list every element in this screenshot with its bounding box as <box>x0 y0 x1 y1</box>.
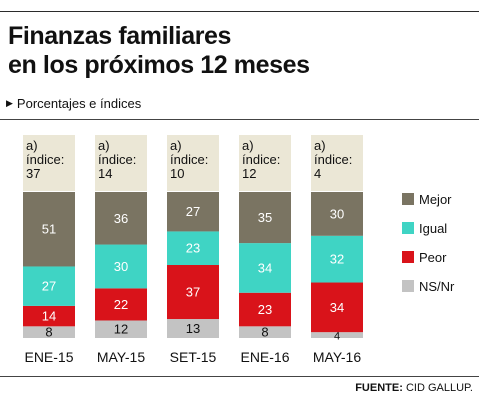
bar-segment-nsnr <box>95 320 147 338</box>
x-tick-label: MAY-16 <box>313 349 361 365</box>
data-label: 27 <box>186 204 200 219</box>
index-label: 10 <box>170 166 184 181</box>
data-label: 23 <box>186 241 200 256</box>
index-label: a) <box>242 138 254 153</box>
index-box <box>95 135 147 191</box>
chart-subtitle: ▶ Porcentajes e índices <box>6 96 141 111</box>
x-tick-label: SET-15 <box>170 349 217 365</box>
index-box <box>311 135 363 191</box>
legend-label-mejor: Mejor <box>419 192 452 207</box>
bar-segment-igual <box>311 235 363 283</box>
legend-swatch-mejor <box>402 193 414 205</box>
x-tick-label: ENE-16 <box>240 349 289 365</box>
data-label: 8 <box>261 325 268 340</box>
source-note: FUENTE: CID GALLUP. <box>355 382 473 394</box>
index-label: índice: <box>98 152 136 167</box>
legend-swatch-nsnr <box>402 280 414 292</box>
legend-label-peor: Peor <box>419 250 447 265</box>
subtitle-text: Porcentajes e índices <box>16 96 142 111</box>
data-label: 34 <box>330 300 344 315</box>
data-label: 30 <box>114 259 128 274</box>
data-label: 4 <box>334 331 340 343</box>
footer-rule <box>0 376 479 377</box>
legend-label-igual: Igual <box>419 221 447 236</box>
title-line-2: en los próximos 12 meses <box>8 51 310 79</box>
index-label: 4 <box>314 166 321 181</box>
index-label: índice: <box>242 152 280 167</box>
x-tick-label: MAY-15 <box>97 349 145 365</box>
index-label: a) <box>170 138 182 153</box>
data-label: 37 <box>186 285 200 300</box>
legend-swatch-peor <box>402 251 414 263</box>
bar-segment-mejor <box>311 192 363 236</box>
index-label: índice: <box>170 152 208 167</box>
index-label: índice: <box>26 152 64 167</box>
index-label: a) <box>314 138 326 153</box>
index-label: índice: <box>314 152 352 167</box>
index-label: a) <box>26 138 38 153</box>
index-label: 12 <box>242 166 256 181</box>
bar-segment-mejor <box>167 192 219 232</box>
data-label: 23 <box>258 302 272 317</box>
index-box <box>239 135 291 191</box>
legend-label-nsnr: NS/Nr <box>419 279 455 294</box>
index-box <box>23 135 75 191</box>
index-label: 14 <box>98 166 112 181</box>
index-label: a) <box>98 138 110 153</box>
data-label: 51 <box>42 222 56 237</box>
source-label: FUENTE: <box>355 382 403 394</box>
index-label: 37 <box>26 166 40 181</box>
chart-area: a) índice: 37 8 14 27 51 ENE-15 a) índice: 14 12 22 3… <box>0 125 479 370</box>
data-label: 12 <box>114 322 128 337</box>
bar-segment-peor <box>311 282 363 333</box>
bar-segment-mejor <box>239 192 291 244</box>
data-label: 13 <box>186 321 200 336</box>
bar-segment-mejor <box>23 192 75 267</box>
bar-segment-igual <box>23 266 75 306</box>
source-value: CID GALLUP. <box>405 382 473 394</box>
data-label: 34 <box>258 260 272 275</box>
data-label: 8 <box>45 325 52 340</box>
bar-segment-mejor <box>95 192 147 245</box>
title-line-1: Finanzas familiares <box>8 22 232 50</box>
chart-title: Finanzas familiares en los próximos 12 m… <box>8 22 310 80</box>
x-tick-label: ENE-15 <box>24 349 73 365</box>
index-box <box>167 135 219 191</box>
bar-segment-peor <box>239 292 291 327</box>
data-label: 35 <box>258 210 272 225</box>
data-label: 22 <box>114 297 128 312</box>
bar-segment-nsnr <box>167 319 219 338</box>
top-rule <box>0 11 479 12</box>
data-label: 27 <box>42 279 56 294</box>
data-label: 32 <box>330 252 344 267</box>
bar-segment-peor <box>95 288 147 321</box>
data-label: 36 <box>114 211 128 226</box>
data-label: 14 <box>42 309 56 324</box>
bar-segment-igual <box>95 244 147 289</box>
bar-segment-nsnr <box>311 332 363 338</box>
bar-segment-igual <box>167 231 219 265</box>
bar-segment-igual <box>239 243 291 293</box>
bar-segment-peor <box>23 305 75 327</box>
bar-segment-nsnr <box>23 326 75 338</box>
bar-segment-nsnr <box>239 326 291 338</box>
triangle-right-icon: ▶ <box>6 98 13 108</box>
data-label: 30 <box>330 206 344 221</box>
stacked-bar-chart: a)índice:378142751ENE-15a)índice:1412223… <box>23 135 455 365</box>
legend-swatch-igual <box>402 222 414 234</box>
bar-segment-peor <box>167 265 219 320</box>
subtitle-rule <box>0 119 479 120</box>
